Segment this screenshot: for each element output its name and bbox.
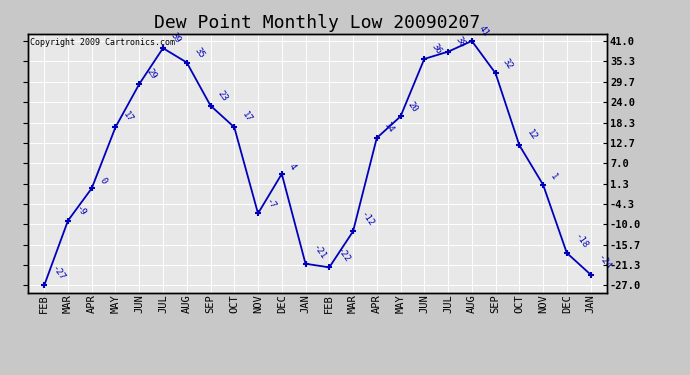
Text: 38: 38: [453, 35, 467, 49]
Text: -18: -18: [573, 232, 589, 250]
Text: 39: 39: [168, 32, 182, 45]
Text: -24: -24: [596, 254, 613, 272]
Text: -22: -22: [335, 246, 351, 265]
Text: 32: 32: [501, 57, 515, 70]
Text: 4: 4: [287, 162, 298, 171]
Text: Copyright 2009 Cartronics.com: Copyright 2009 Cartronics.com: [30, 38, 175, 46]
Text: 14: 14: [382, 121, 396, 135]
Text: 17: 17: [121, 111, 135, 125]
Text: -9: -9: [74, 204, 87, 218]
Text: 17: 17: [240, 111, 253, 125]
Text: -21: -21: [311, 243, 328, 261]
Text: -27: -27: [50, 264, 66, 282]
Text: 20: 20: [406, 100, 420, 114]
Text: 29: 29: [145, 68, 158, 81]
Text: 36: 36: [430, 42, 444, 56]
Text: 35: 35: [193, 46, 206, 60]
Text: 0: 0: [97, 176, 108, 186]
Text: -12: -12: [359, 210, 375, 229]
Text: 23: 23: [216, 89, 230, 103]
Text: -7: -7: [264, 197, 277, 211]
Text: 12: 12: [525, 128, 538, 142]
Title: Dew Point Monthly Low 20090207: Dew Point Monthly Low 20090207: [155, 14, 480, 32]
Text: 41: 41: [477, 24, 491, 38]
Text: 1: 1: [549, 172, 559, 182]
